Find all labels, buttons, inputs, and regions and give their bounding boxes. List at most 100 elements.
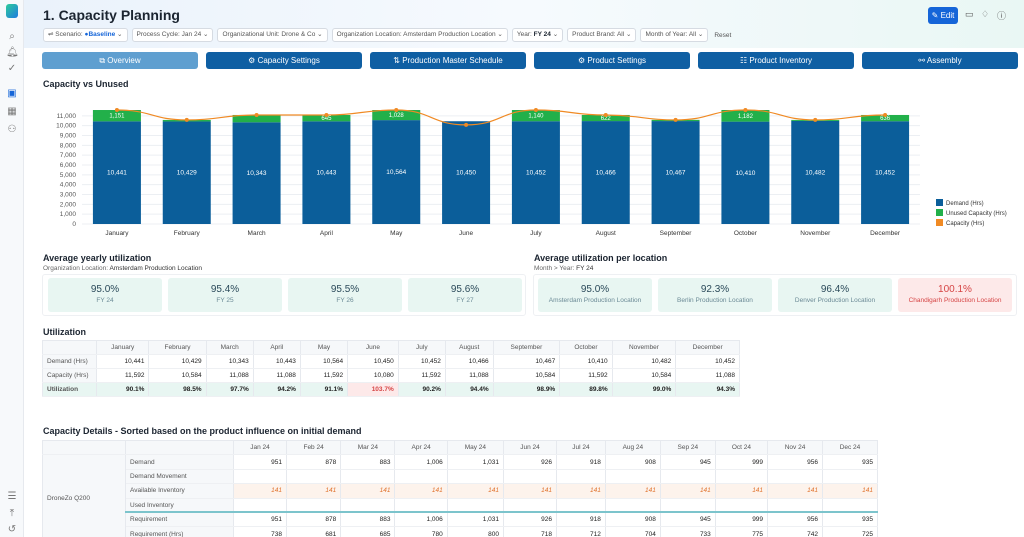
kpi-label: FY 25 [216, 297, 234, 304]
table-cell[interactable] [340, 469, 396, 485]
kpi-label: Berlin Production Location [677, 297, 753, 304]
edit-button[interactable]: ✎ Edit [928, 7, 958, 24]
table-cell[interactable] [767, 498, 823, 513]
table-cell[interactable] [233, 469, 287, 485]
tab-production-master-schedule[interactable]: ⇅ Production Master Schedule [370, 52, 526, 69]
hierarchy-icon[interactable]: ⚇ [7, 124, 17, 135]
table-cell[interactable] [767, 469, 823, 485]
bell-icon[interactable]: 🔔︎ [6, 47, 19, 58]
filter-scenario[interactable]: ⇌ Scenario: ●Baseline ⌄ [43, 28, 128, 42]
table-cell[interactable] [715, 469, 769, 485]
table-cell: 926 [503, 511, 557, 528]
table-cell[interactable]: 141 [605, 483, 661, 499]
table-cell[interactable]: 141 [715, 483, 769, 499]
assembly-icon: ⚯ [918, 56, 927, 65]
table-cell[interactable]: 141 [447, 483, 505, 499]
data-label: 1,182 [738, 114, 754, 120]
table-row: Utilization 90.1% 98.5% 97.7% 94.2% 91.1% 103.… [42, 382, 740, 397]
filter-label: Organizational Unit: [222, 31, 280, 38]
data-label: 10,482 [805, 169, 825, 176]
kpi-card: 95.0% Amsterdam Production Location [538, 278, 652, 312]
table-cell[interactable]: 141 [556, 483, 606, 499]
table-cell[interactable]: 141 [394, 483, 448, 499]
table-cell[interactable]: 141 [233, 483, 287, 499]
tab-label: Product Inventory [749, 56, 813, 65]
table-cell[interactable] [503, 469, 557, 485]
bar-unused [232, 114, 281, 123]
column-header: Aug 24 [605, 440, 661, 456]
comment-icon[interactable]: ▭ [965, 9, 974, 19]
row-label: Capacity (Hrs) [42, 368, 97, 383]
table-cell[interactable] [715, 498, 769, 513]
reset-link[interactable]: Reset [714, 31, 732, 39]
column-header: June [347, 340, 399, 355]
table-cell[interactable] [556, 498, 606, 513]
y-tick-label: 4,000 [60, 182, 77, 189]
search-icon[interactable]: ⌕ [9, 31, 15, 42]
table-cell[interactable] [503, 498, 557, 513]
table-cell: 918 [556, 511, 606, 528]
filter-year[interactable]: Year: FY 24 ⌄ [511, 28, 564, 42]
info-icon[interactable]: ⓘ [997, 11, 1007, 21]
table-row: Capacity (Hrs) 11,592 10,584 11,088 11,088 11… [42, 368, 740, 383]
tab-capacity-settings[interactable]: ⚙ Capacity Settings [206, 52, 362, 69]
app-logo [6, 4, 18, 18]
column-header: Oct 24 [715, 440, 769, 456]
table-cell[interactable] [605, 469, 661, 485]
header-row: Jan 24 Feb 24 Mar 24 Apr 24 May 24 Jun 24 Jul … [42, 440, 878, 456]
table-cell[interactable] [286, 469, 342, 485]
table-cell[interactable] [660, 498, 716, 513]
kpi-card: 95.6% FY 27 [408, 278, 522, 312]
table-cell[interactable] [233, 498, 287, 513]
table-cell[interactable] [660, 469, 716, 485]
tab-overview[interactable]: ⧉ Overview [42, 52, 198, 69]
table-cell[interactable]: 141 [660, 483, 716, 499]
dashboard-icon[interactable]: ▣ [7, 88, 17, 99]
table-cell[interactable] [822, 498, 878, 513]
filter-org-location[interactable]: Organization Location: Amsterdam Product… [331, 28, 508, 42]
column-header: Sep 24 [660, 440, 716, 456]
y-tick-label: 11,000 [57, 113, 77, 120]
upload-icon[interactable]: ⤒ [9, 508, 15, 519]
table-cell[interactable]: 141 [286, 483, 342, 499]
grid-icon[interactable]: ▦ [7, 106, 17, 117]
chevron-down-icon: ⌄ [552, 31, 559, 38]
kpi-value: 95.0% [580, 284, 610, 295]
tasks-icon[interactable]: ☰ [7, 491, 17, 502]
filter-label: Product Brand: [572, 31, 616, 38]
y-tick-label: 10,000 [56, 123, 76, 130]
x-tick-label: August [596, 230, 616, 237]
table-cell[interactable] [447, 469, 505, 485]
table-cell[interactable] [286, 498, 342, 513]
table-cell[interactable] [394, 469, 448, 485]
table-cell[interactable]: 141 [503, 483, 557, 499]
tab-assembly[interactable]: ⚯ Assembly [862, 52, 1018, 69]
filter-org-unit[interactable]: Organizational Unit: Drone & Co ⌄ [217, 28, 328, 42]
filter-process-cycle[interactable]: Process Cycle: Jan 24 ⌄ [131, 28, 214, 42]
data-label: 10,564 [386, 169, 406, 176]
subtitle-value: FY 24 [576, 265, 594, 272]
check-circle-icon[interactable]: ✓ [7, 63, 17, 74]
table-cell: 10,564 [300, 354, 349, 369]
table-cell[interactable]: 141 [822, 483, 878, 499]
table-cell[interactable] [556, 469, 606, 485]
filter-month-of-year[interactable]: Month of Year: All ⌄ [640, 28, 709, 42]
table-cell[interactable] [822, 469, 878, 485]
filter-label: Year: [516, 31, 532, 38]
table-cell[interactable] [340, 498, 396, 513]
table-cell: 10,467 [493, 354, 561, 369]
history-icon[interactable]: ↺ [7, 524, 17, 535]
column-header: April [253, 340, 301, 355]
filter-product-brand[interactable]: Product Brand: All ⌄ [567, 28, 637, 42]
details-title: Capacity Details - Sorted based on the p… [43, 426, 362, 436]
table-cell[interactable] [605, 498, 661, 513]
table-cell[interactable] [394, 498, 448, 513]
tab-product-settings[interactable]: ⚙ Product Settings [534, 52, 690, 69]
table-cell[interactable] [447, 498, 505, 513]
table-cell[interactable]: 141 [340, 483, 396, 499]
corner-cell [125, 440, 234, 456]
tab-product-inventory[interactable]: ☷ Product Inventory [698, 52, 854, 69]
table-cell[interactable]: 141 [767, 483, 823, 499]
lightbulb-icon[interactable]: ♢ [981, 9, 990, 19]
tab-label: Product Settings [587, 56, 647, 65]
